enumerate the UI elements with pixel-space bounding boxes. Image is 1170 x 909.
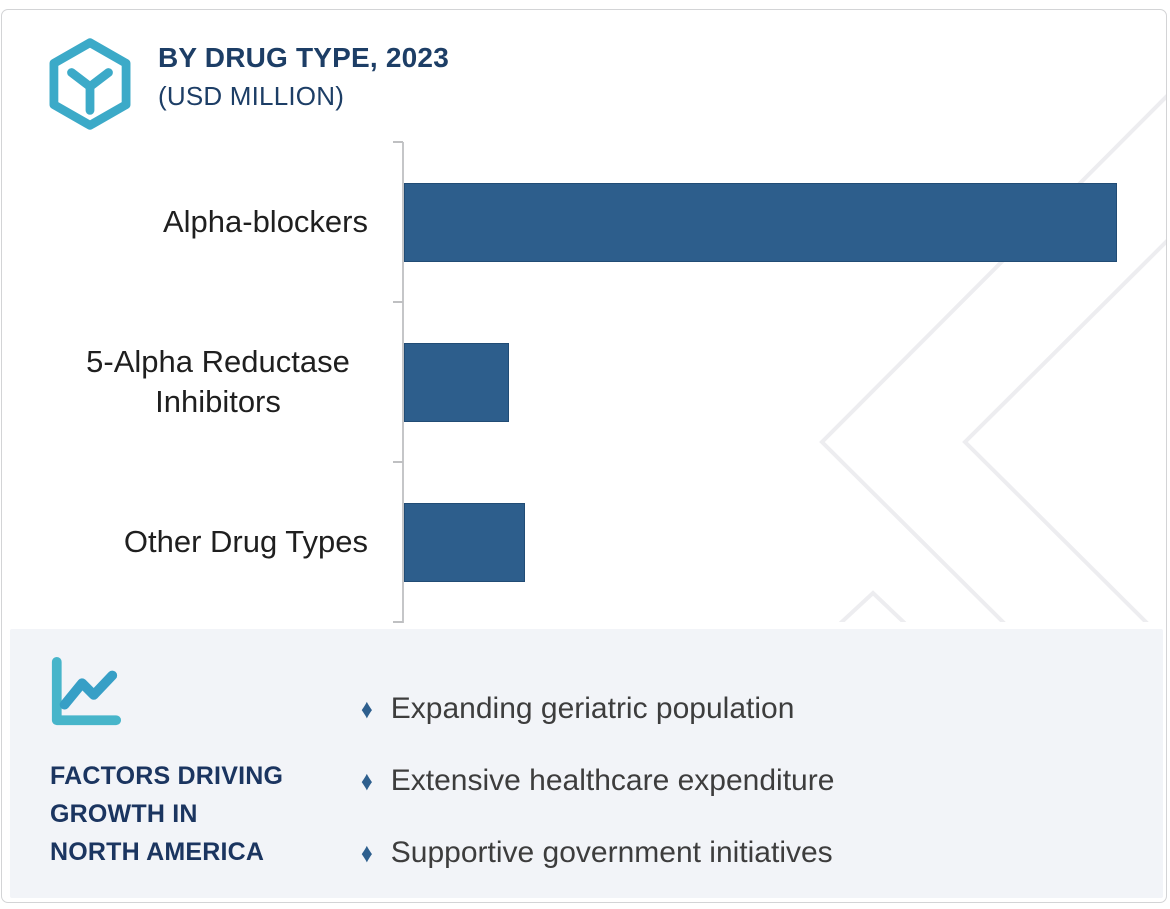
axis-tick [393,621,403,623]
factors-item: ♦ Supportive government initiatives [360,817,1120,889]
factors-item: ♦ Expanding geriatric population [360,673,1120,745]
bar-category-label: Other Drug Types [123,524,368,559]
line-chart-icon [51,656,122,726]
brand-hexagon-logo-icon [49,38,131,130]
bar [404,502,525,582]
factors-item-text: Extensive healthcare expenditure [390,764,835,797]
diamond-bullet-icon: ♦ [361,765,373,796]
factors-heading-line: GROWTH IN [50,800,198,828]
axis-tick [393,301,403,303]
factors-heading-line: FACTORS DRIVING [50,762,284,790]
factors-heading: FACTORS DRIVING GROWTH IN NORTH AMERICA [50,757,283,871]
factors-list: ♦ Expanding geriatric population ♦ Extensiv… [360,673,1120,889]
y-axis-line [402,142,404,623]
factors-item: ♦ Extensive healthcare expenditure [360,745,1120,817]
bar-row [404,462,525,622]
axis-tick [393,141,403,143]
bar-category-label: 5-Alpha Reductase Inhibitors [86,344,350,419]
factors-item-text: Expanding geriatric population [390,692,795,725]
chart-header: BY DRUG TYPE, 2023 (USD MILLION) [158,42,449,112]
factors-heading-line: NORTH AMERICA [50,838,265,866]
bar-category-label: Alpha-blockers [162,204,368,239]
factors-item-text: Supportive government initiatives [390,836,833,869]
card: BY DRUG TYPE, 2023 (USD MILLION) Alpha-b… [1,9,1167,903]
diamond-bullet-icon: ♦ [361,693,373,724]
axis-tick [393,461,403,463]
bar [404,182,1117,262]
bar-row [404,302,509,462]
chart-subtitle: (USD MILLION) [158,81,345,111]
bar-row [404,142,1117,302]
chart-title: BY DRUG TYPE, 2023 [158,42,449,73]
bar [404,342,509,422]
diamond-bullet-icon: ♦ [361,837,373,868]
factors-panel: FACTORS DRIVING GROWTH IN NORTH AMERICA … [10,629,1163,898]
